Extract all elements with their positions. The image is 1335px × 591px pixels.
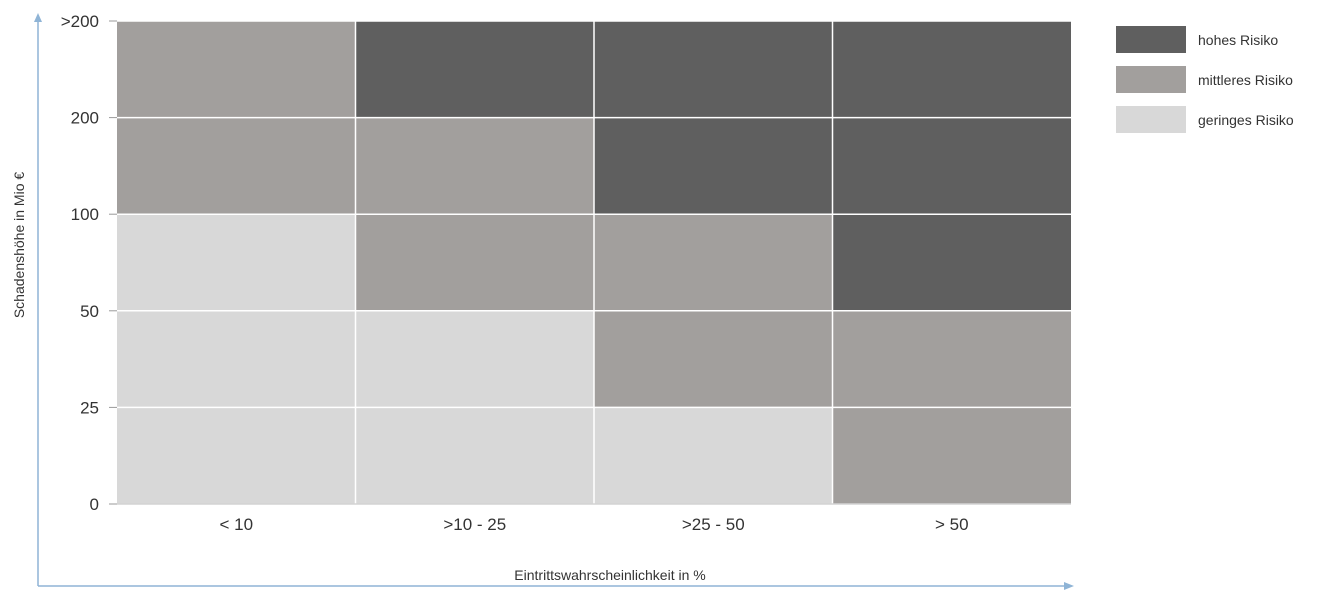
heatmap-cell-low bbox=[117, 214, 356, 311]
y-tick-label: 0 bbox=[90, 495, 99, 514]
y-tick-label: 50 bbox=[80, 302, 99, 321]
heatmap-cell-medium bbox=[832, 407, 1071, 504]
y-tick-labels: 0 25 50 100 200 >200 bbox=[61, 12, 117, 514]
heatmap-cell-low bbox=[117, 310, 356, 408]
heatmap-cell-high bbox=[594, 117, 833, 215]
legend: hohes Risiko mittleres Risiko geringes Ris… bbox=[1116, 26, 1294, 133]
heatmap-cell-high bbox=[832, 21, 1071, 118]
y-tick-label: >200 bbox=[61, 12, 99, 31]
heatmap-cell-medium bbox=[117, 117, 356, 215]
x-tick-label: >25 - 50 bbox=[682, 515, 745, 534]
heatmap-cell-medium bbox=[355, 117, 594, 215]
legend-label-low: geringes Risiko bbox=[1198, 112, 1294, 128]
heatmap-cell-high bbox=[355, 21, 594, 118]
heatmap-cell-low bbox=[594, 407, 833, 504]
legend-swatch-medium bbox=[1116, 66, 1186, 93]
x-tick-label: < 10 bbox=[219, 515, 253, 534]
heatmap-cell-low bbox=[117, 407, 356, 504]
heatmap-cell-medium bbox=[832, 310, 1071, 408]
legend-swatch-low bbox=[1116, 106, 1186, 133]
legend-label-medium: mittleres Risiko bbox=[1198, 72, 1293, 88]
x-tick-label: >10 - 25 bbox=[443, 515, 506, 534]
y-tick-label: 200 bbox=[71, 109, 99, 128]
heatmap-cell-medium bbox=[594, 310, 833, 408]
grid-lines bbox=[111, 20, 1071, 505]
x-tick-label: > 50 bbox=[935, 515, 969, 534]
heatmap-cell-medium bbox=[594, 214, 833, 311]
heatmap-cells bbox=[117, 21, 1071, 504]
x-axis-title: Eintrittswahrscheinlichkeit in % bbox=[514, 567, 705, 583]
heatmap-cell-high bbox=[832, 214, 1071, 311]
y-axis-arrow-icon bbox=[34, 13, 42, 22]
heatmap-cell-medium bbox=[355, 214, 594, 311]
heatmap-cell-high bbox=[832, 117, 1071, 215]
heatmap-cell-medium bbox=[117, 21, 356, 118]
heatmap-cell-high bbox=[594, 21, 833, 118]
x-axis-arrow-icon bbox=[1064, 582, 1074, 590]
y-axis-title: Schadenshöhe in Mio € bbox=[11, 172, 27, 319]
heatmap-cell-low bbox=[355, 310, 594, 408]
x-tick-labels: < 10 >10 - 25 >25 - 50 > 50 bbox=[219, 515, 968, 534]
y-tick-label: 100 bbox=[71, 205, 99, 224]
axes bbox=[34, 13, 1074, 590]
heatmap-cell-low bbox=[355, 407, 594, 504]
legend-label-high: hohes Risiko bbox=[1198, 32, 1278, 48]
legend-swatch-high bbox=[1116, 26, 1186, 53]
y-tick-label: 25 bbox=[80, 398, 99, 417]
